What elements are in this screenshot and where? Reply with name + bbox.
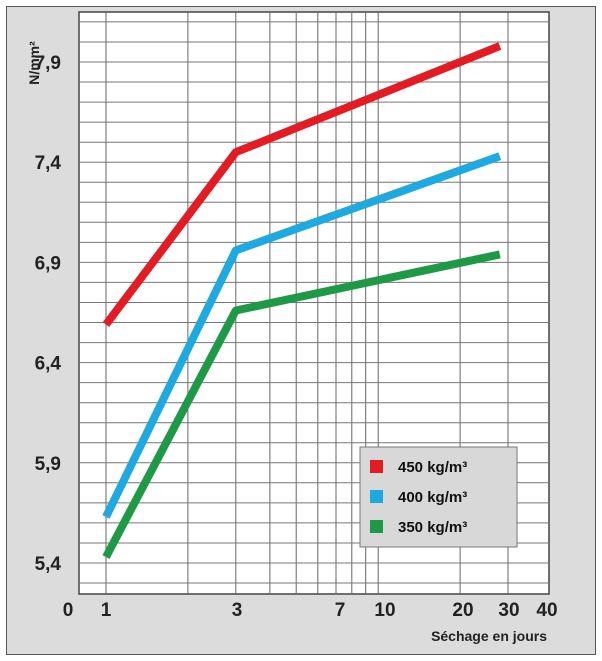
legend-box bbox=[359, 446, 518, 548]
legend-label: 450 kg/m³ bbox=[398, 459, 467, 476]
x-axis-title: Séchage en jours bbox=[431, 628, 547, 644]
x-tick-label: 1 bbox=[101, 600, 112, 621]
y-tick-label: 5,4 bbox=[35, 554, 62, 575]
y-tick-label: 7,4 bbox=[35, 153, 62, 174]
y-tick-label: 7,9 bbox=[35, 53, 61, 74]
legend: 450 kg/m³ 400 kg/m³ 350 kg/m³ bbox=[359, 446, 518, 548]
legend-swatch bbox=[370, 520, 383, 533]
x-tick-label: 0 bbox=[63, 600, 74, 621]
x-tick-label: 20 bbox=[452, 600, 473, 621]
x-tick-label: 10 bbox=[374, 600, 395, 621]
y-tick-labels: 5,4 5,9 6,4 6,9 7,4 7,9 bbox=[35, 53, 62, 575]
legend-label: 350 kg/m³ bbox=[398, 519, 467, 536]
x-tick-label: 3 bbox=[232, 600, 243, 621]
x-tick-labels: 0 1 3 7 10 20 30 40 bbox=[63, 600, 558, 621]
series-line-3 bbox=[102, 250, 501, 559]
series-lines bbox=[102, 42, 502, 559]
x-tick-label: 7 bbox=[335, 600, 346, 621]
legend-label: 400 kg/m³ bbox=[398, 489, 467, 506]
x-tick-label: 40 bbox=[536, 600, 557, 621]
series-line-1 bbox=[102, 42, 502, 327]
x-tick-label: 30 bbox=[498, 600, 519, 621]
series-line-2 bbox=[102, 152, 502, 519]
legend-swatch bbox=[370, 460, 383, 473]
y-axis-title: N/mm² bbox=[26, 41, 42, 85]
y-tick-label: 5,9 bbox=[35, 454, 61, 475]
y-tick-label: 6,4 bbox=[35, 354, 62, 375]
legend-swatch bbox=[370, 490, 383, 503]
y-tick-label: 6,9 bbox=[35, 253, 61, 274]
